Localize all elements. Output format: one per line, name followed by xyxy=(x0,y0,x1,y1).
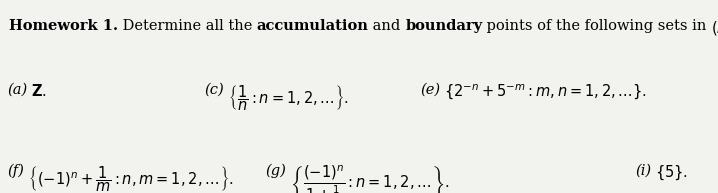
Text: (f): (f) xyxy=(7,164,24,179)
Text: (g): (g) xyxy=(266,164,286,179)
Text: (e): (e) xyxy=(420,83,440,97)
Text: $\left\{\dfrac{(-1)^n}{1+\frac{1}{n}} : n = 1, 2, \ldots\right\}$.: $\left\{\dfrac{(-1)^n}{1+\frac{1}{n}} : … xyxy=(290,164,449,193)
Text: accumulation: accumulation xyxy=(256,19,368,33)
Text: Determine all the: Determine all the xyxy=(118,19,256,33)
Text: boundary: boundary xyxy=(406,19,482,33)
Text: (a): (a) xyxy=(7,83,27,97)
Text: (c): (c) xyxy=(205,83,225,97)
Text: $\left\{(-1)^n + \dfrac{1}{m} : n, m = 1, 2, \ldots\right\}$.: $\left\{(-1)^n + \dfrac{1}{m} : n, m = 1… xyxy=(28,164,233,193)
Text: $\left\{\dfrac{1}{n} : n = 1, 2, \ldots\right\}$.: $\left\{\dfrac{1}{n} : n = 1, 2, \ldots\… xyxy=(228,83,349,113)
Text: $\{5\}$.: $\{5\}$. xyxy=(655,164,688,182)
Text: and: and xyxy=(368,19,406,33)
Text: points of the following sets in: points of the following sets in xyxy=(482,19,712,33)
Text: $\left\{ 2^{-n} + 5^{-m} : m, n = 1, 2, \ldots\right\}$.: $\left\{ 2^{-n} + 5^{-m} : m, n = 1, 2, … xyxy=(444,83,647,102)
Text: (i): (i) xyxy=(635,164,651,178)
Text: Homework 1.: Homework 1. xyxy=(9,19,118,33)
Text: $(\mathbb{R},\,|\,.\,|)$:: $(\mathbb{R},\,|\,.\,|)$: xyxy=(712,19,718,39)
Text: $\mathbf{Z}$.: $\mathbf{Z}$. xyxy=(31,83,47,99)
